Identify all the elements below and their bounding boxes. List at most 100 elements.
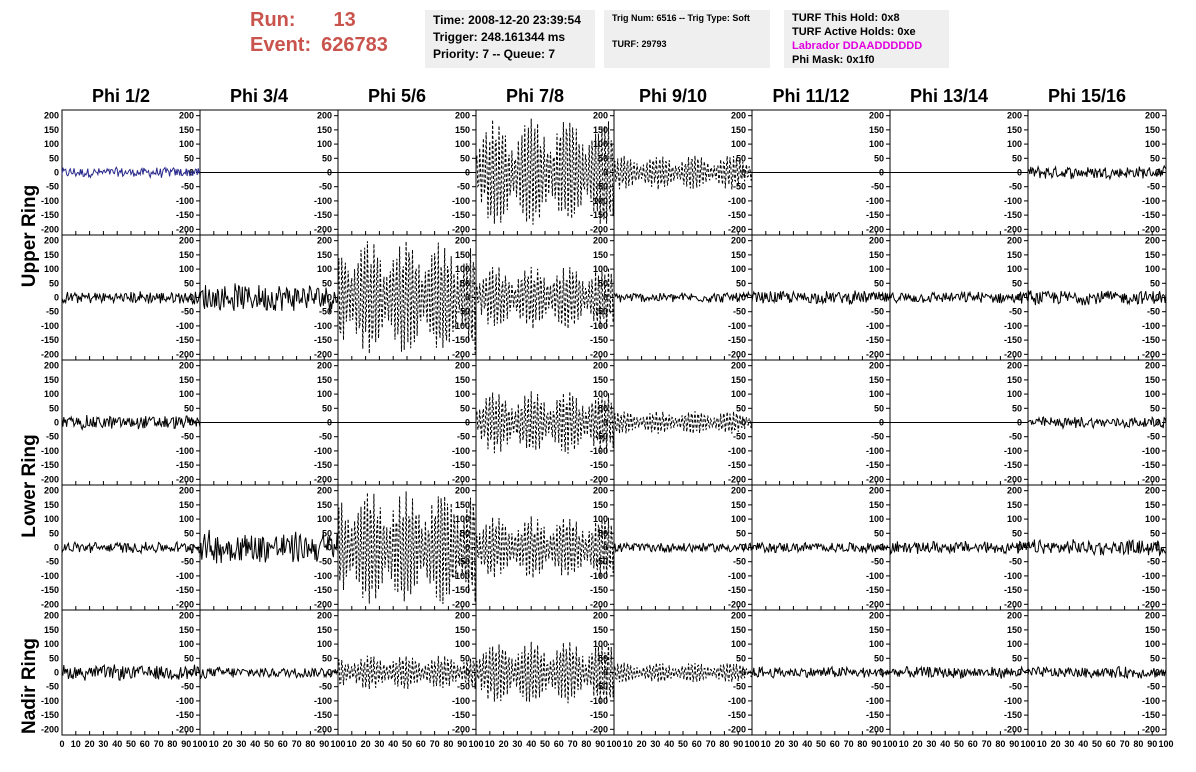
waveform-trace [199,666,339,680]
x-tick-label: 90 [457,739,467,749]
x-tick-label: 90 [733,739,743,749]
y-tick-label: 200 [869,236,884,246]
y-tick-label: -50 [181,682,194,692]
y-tick-label: -200 [176,349,194,359]
x-tick-label: 20 [913,739,923,749]
x-tick-label: 10 [347,739,357,749]
y-tick-label: 200 [455,111,470,121]
x-tick-label: 100 [1158,739,1173,749]
y-tick-label: 50 [736,528,746,538]
y-tick-label: -50 [46,557,59,567]
y-tick-label: -50 [595,432,608,442]
y-tick-label: -100 [452,696,470,706]
x-tick-label: 10 [761,739,771,749]
y-tick-label: 100 [869,639,884,649]
y-tick-label: -200 [1142,724,1160,734]
y-tick-label: -150 [590,210,608,220]
y-tick-label: 150 [869,125,884,135]
event-value: 626783 [321,34,388,56]
y-tick-label: -200 [1004,474,1022,484]
y-tick-label: 50 [322,653,332,663]
y-tick-label: 200 [593,611,608,621]
x-tick-label: 80 [1133,739,1143,749]
y-tick-label: -50 [595,557,608,567]
y-tick-label: -50 [733,182,746,192]
event-label: Event: [250,34,312,56]
y-tick-label: -100 [1004,696,1022,706]
x-tick-label: 60 [830,739,840,749]
y-tick-label: 100 [455,139,470,149]
y-tick-label: -150 [1004,460,1022,470]
y-tick-label: -50 [733,557,746,567]
waveform-trace [199,529,339,564]
y-tick-label: -200 [452,474,470,484]
x-tick-label: 50 [264,739,274,749]
y-tick-label: -150 [1142,585,1160,595]
x-tick-label: 70 [844,739,854,749]
y-tick-label: 150 [869,500,884,510]
y-tick-label: 200 [179,361,194,371]
y-tick-label: 50 [322,278,332,288]
x-tick-label: 40 [664,739,674,749]
y-tick-label: -50 [457,182,470,192]
y-tick-label: -100 [176,321,194,331]
y-tick-label: -150 [314,335,332,345]
y-tick-label: -50 [1147,307,1160,317]
y-tick-label: -100 [866,321,884,331]
y-tick-label: -100 [728,196,746,206]
x-tick-label: 40 [250,739,260,749]
y-tick-label: -200 [41,599,59,609]
y-tick-label: -100 [866,446,884,456]
x-tick-label: 20 [499,739,509,749]
y-tick-label: 150 [44,125,59,135]
y-tick-label: -50 [46,682,59,692]
y-tick-label: 200 [317,486,332,496]
column-title-phi-7-8: Phi 7/8 [505,86,565,106]
waveform-trace [1027,415,1167,430]
x-tick-label: 50 [816,739,826,749]
y-tick-label: 150 [44,375,59,385]
x-tick-label: 30 [374,739,384,749]
y-tick-label: -100 [866,196,884,206]
waveform-trace [613,662,753,683]
y-tick-label: -50 [1009,182,1022,192]
y-tick-label: 100 [1145,514,1160,524]
y-tick-label: 50 [184,653,194,663]
y-tick-label: -50 [595,307,608,317]
y-tick-label: 0 [741,543,746,553]
y-tick-label: -100 [41,446,59,456]
waveform-trace [1027,538,1167,557]
waveform-trace [61,663,201,681]
y-tick-label: -200 [176,599,194,609]
y-tick-label: 200 [1007,486,1022,496]
x-tick-label: 100 [1020,739,1035,749]
x-tick-label: 90 [871,739,881,749]
y-tick-label: -100 [728,571,746,581]
time-info-box: Time: 2008-12-20 23:39:54 Trigger: 248.1… [425,10,595,68]
y-tick-label: -100 [314,446,332,456]
y-tick-label: 200 [869,611,884,621]
y-tick-label: 100 [44,639,59,649]
y-tick-label: -100 [314,196,332,206]
y-tick-label: 150 [317,125,332,135]
y-tick-label: 50 [874,653,884,663]
x-tick-label: 30 [926,739,936,749]
x-tick-label: 90 [1009,739,1019,749]
x-tick-label: 60 [692,739,702,749]
y-tick-label: 50 [322,403,332,413]
y-tick-label: -150 [1142,710,1160,720]
y-tick-label: 0 [327,543,332,553]
y-tick-label: -100 [314,321,332,331]
x-tick-label: 80 [719,739,729,749]
y-tick-label: -100 [176,571,194,581]
y-tick-label: 100 [593,389,608,399]
y-tick-label: 0 [465,543,470,553]
y-tick-label: -50 [733,432,746,442]
y-tick-label: -50 [1147,682,1160,692]
y-tick-label: -200 [728,599,746,609]
y-tick-label: 0 [1155,293,1160,303]
y-tick-label: 0 [327,668,332,678]
y-tick-label: 50 [49,653,59,663]
y-tick-label: -50 [1009,432,1022,442]
y-tick-label: -200 [866,349,884,359]
